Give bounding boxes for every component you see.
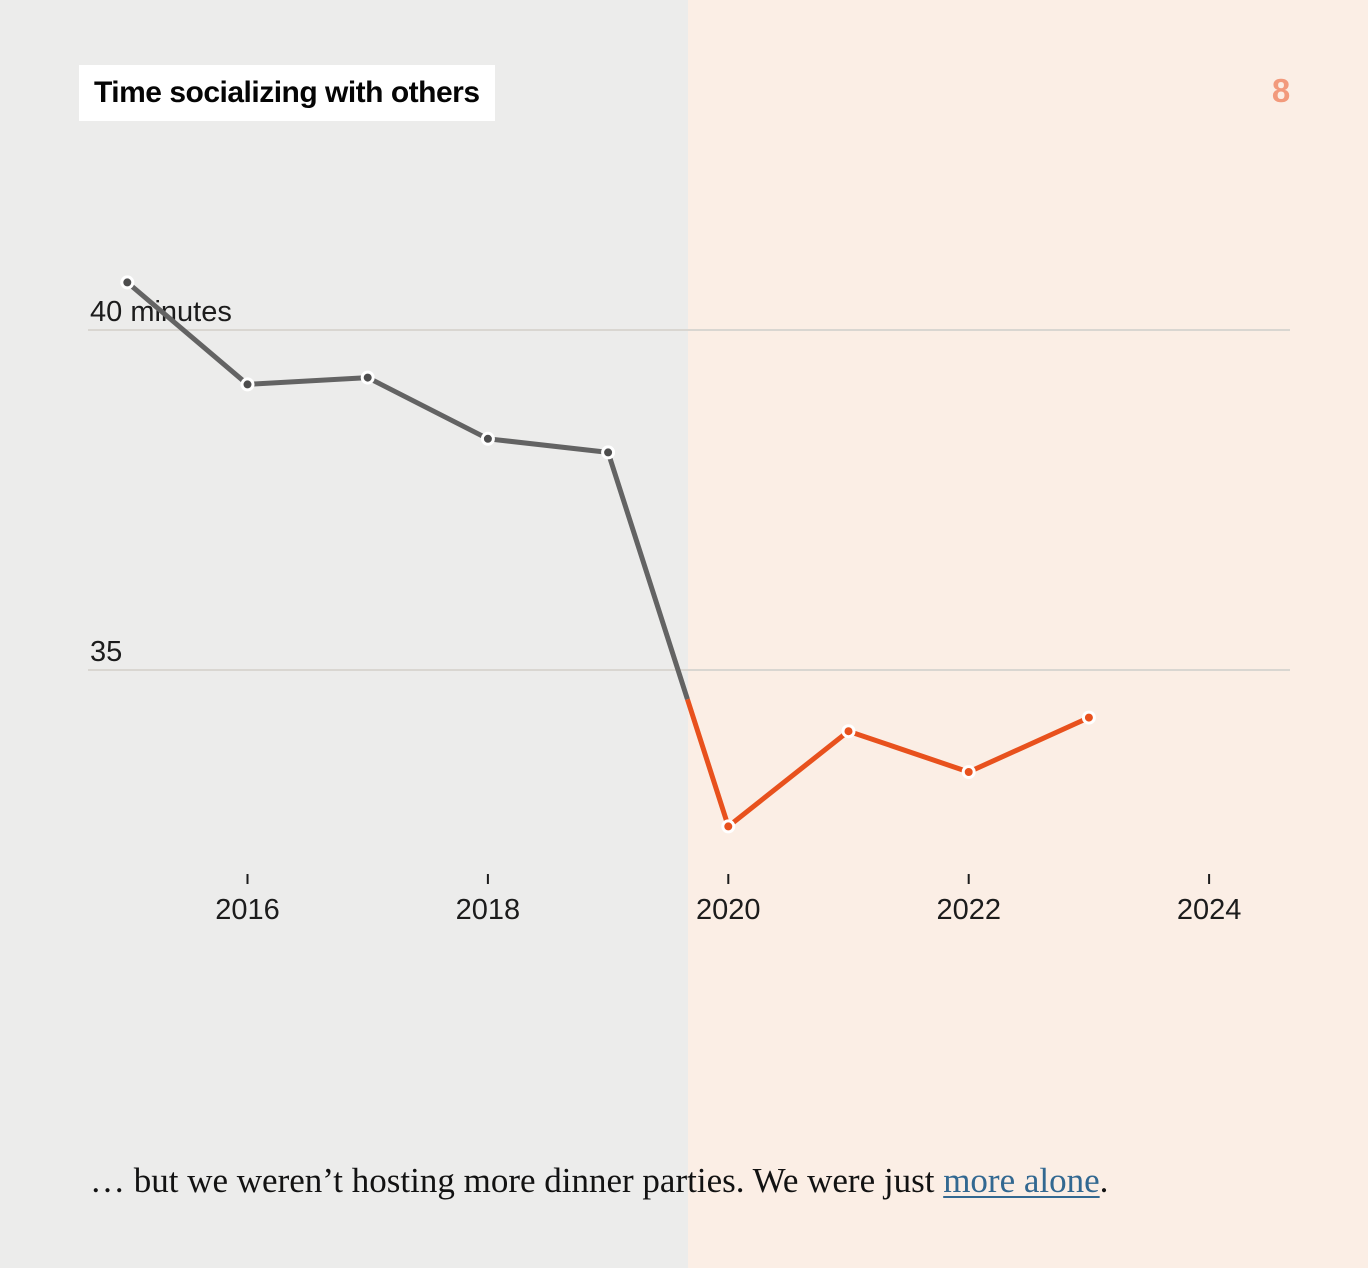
y-axis-label: 35	[90, 636, 122, 668]
pre-pandemic-background	[0, 0, 688, 1268]
line-segment-pre-2020	[125, 280, 690, 701]
x-axis-label: 2020	[696, 894, 761, 926]
data-point-2017	[360, 370, 375, 385]
step-indicator: 8	[1271, 72, 1291, 109]
more-alone-link[interactable]: more alone	[943, 1161, 1100, 1200]
pandemic-background	[688, 0, 1368, 1268]
data-point-2022	[961, 765, 976, 779]
data-point-2016	[240, 377, 255, 392]
data-point-2020	[721, 819, 736, 834]
caption-suffix: .	[1099, 1161, 1109, 1200]
data-point-2015	[120, 275, 135, 290]
x-axis-label: 2016	[215, 894, 280, 926]
x-axis-label: 2024	[1177, 894, 1242, 926]
data-point-2023	[1081, 710, 1096, 725]
data-point-2018	[480, 431, 495, 446]
chart-title-box: Time socializing with others	[79, 65, 495, 121]
chart-title: Time socializing with others	[94, 76, 480, 109]
data-point-2019	[601, 445, 616, 460]
line-segment-2020-onward	[685, 698, 1090, 829]
x-axis-label: 2018	[456, 894, 521, 926]
caption-prefix: … but we weren’t hosting more dinner par…	[90, 1161, 944, 1200]
x-axis-label: 2022	[936, 894, 1001, 926]
caption: … but we weren’t hosting more dinner par…	[90, 1151, 1190, 1211]
data-point-2021	[841, 724, 856, 739]
